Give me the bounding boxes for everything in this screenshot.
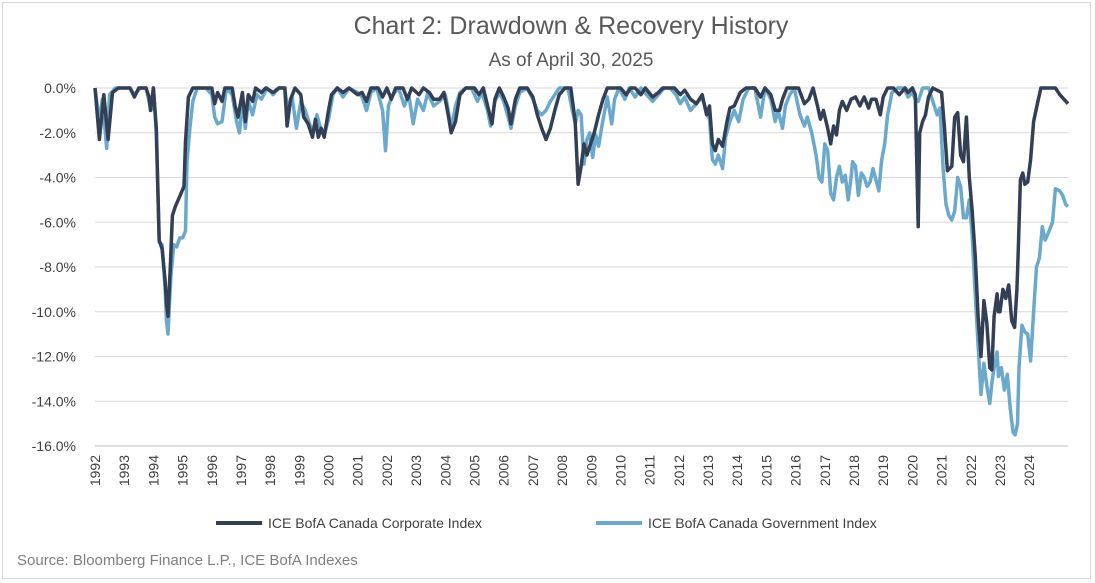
x-tick-label: 2023 [992,455,1008,486]
legend-label-corporate: ICE BofA Canada Corporate Index [268,515,482,531]
y-axis: 0.0% -2.0% -4.0% -6.0% -8.0% -10.0% -12.0% -14.… [32,80,76,454]
x-tick-label: 1998 [262,455,278,486]
x-tick-label: 2013 [700,455,716,486]
x-tick-label: 2016 [788,455,804,486]
x-tick-label: 2005 [467,455,483,486]
x-tick-label: 2009 [583,455,599,486]
x-tick-label: 2014 [729,455,745,486]
x-tick-label: 2024 [1021,455,1037,486]
source-note: Source: Bloomberg Finance L.P., ICE BofA… [17,552,358,569]
x-tick-label: 2006 [496,455,512,486]
x-tick-label: 2020 [904,455,920,486]
x-tick-label: 2000 [321,455,337,486]
x-tick-label: 2019 [875,455,891,486]
x-tick-label: 2012 [671,455,687,486]
x-tick-label: 2004 [437,455,453,486]
x-tick-label: 1992 [87,455,103,486]
x-tick-label: 2022 [963,455,979,486]
x-tick-label: 1997 [233,455,249,486]
x-tick-label: 2003 [408,455,424,486]
x-tick-label: 2010 [612,455,628,486]
x-tick-label: 1996 [204,455,220,486]
y-tick-label: -2.0% [39,125,76,141]
y-tick-label: -16.0% [32,438,76,454]
legend-label-government: ICE BofA Canada Government Index [648,515,877,531]
series-line-government [93,86,1070,437]
y-tick-label: -10.0% [32,304,76,320]
x-tick-label: 1999 [291,455,307,486]
x-tick-label: 1993 [116,455,132,486]
y-tick-label: -12.0% [32,349,76,365]
x-tick-label: 2002 [379,455,395,486]
x-tick-label: 2018 [846,455,862,486]
x-tick-label: 1995 [175,455,191,486]
x-tick-label: 1994 [145,455,161,486]
x-tick-label: 2001 [350,455,366,486]
x-tick-label: 2007 [525,455,541,486]
y-tick-label: 0.0% [44,80,76,96]
series-lines [93,86,1070,437]
x-tick-label: 2015 [758,455,774,486]
x-tick-label: 2017 [817,455,833,486]
x-tick-label: 2021 [934,455,950,486]
x-tick-label: 2011 [642,455,658,485]
y-tick-label: -6.0% [39,214,76,230]
chart-subtitle: As of April 30, 2025 [489,50,654,71]
x-axis: 1992 1993 1994 1995 1996 1997 1998 1999 2000 2001… [87,445,1068,486]
y-tick-label: -14.0% [32,393,76,409]
y-tick-label: -4.0% [39,170,76,186]
legend: ICE BofA Canada Corporate Index ICE BofA… [216,515,877,531]
series-line-corporate [93,86,1070,372]
x-tick-label: 2008 [554,455,570,486]
y-tick-label: -8.0% [39,259,76,275]
chart-title: Chart 2: Drawdown & Recovery History [354,12,789,40]
